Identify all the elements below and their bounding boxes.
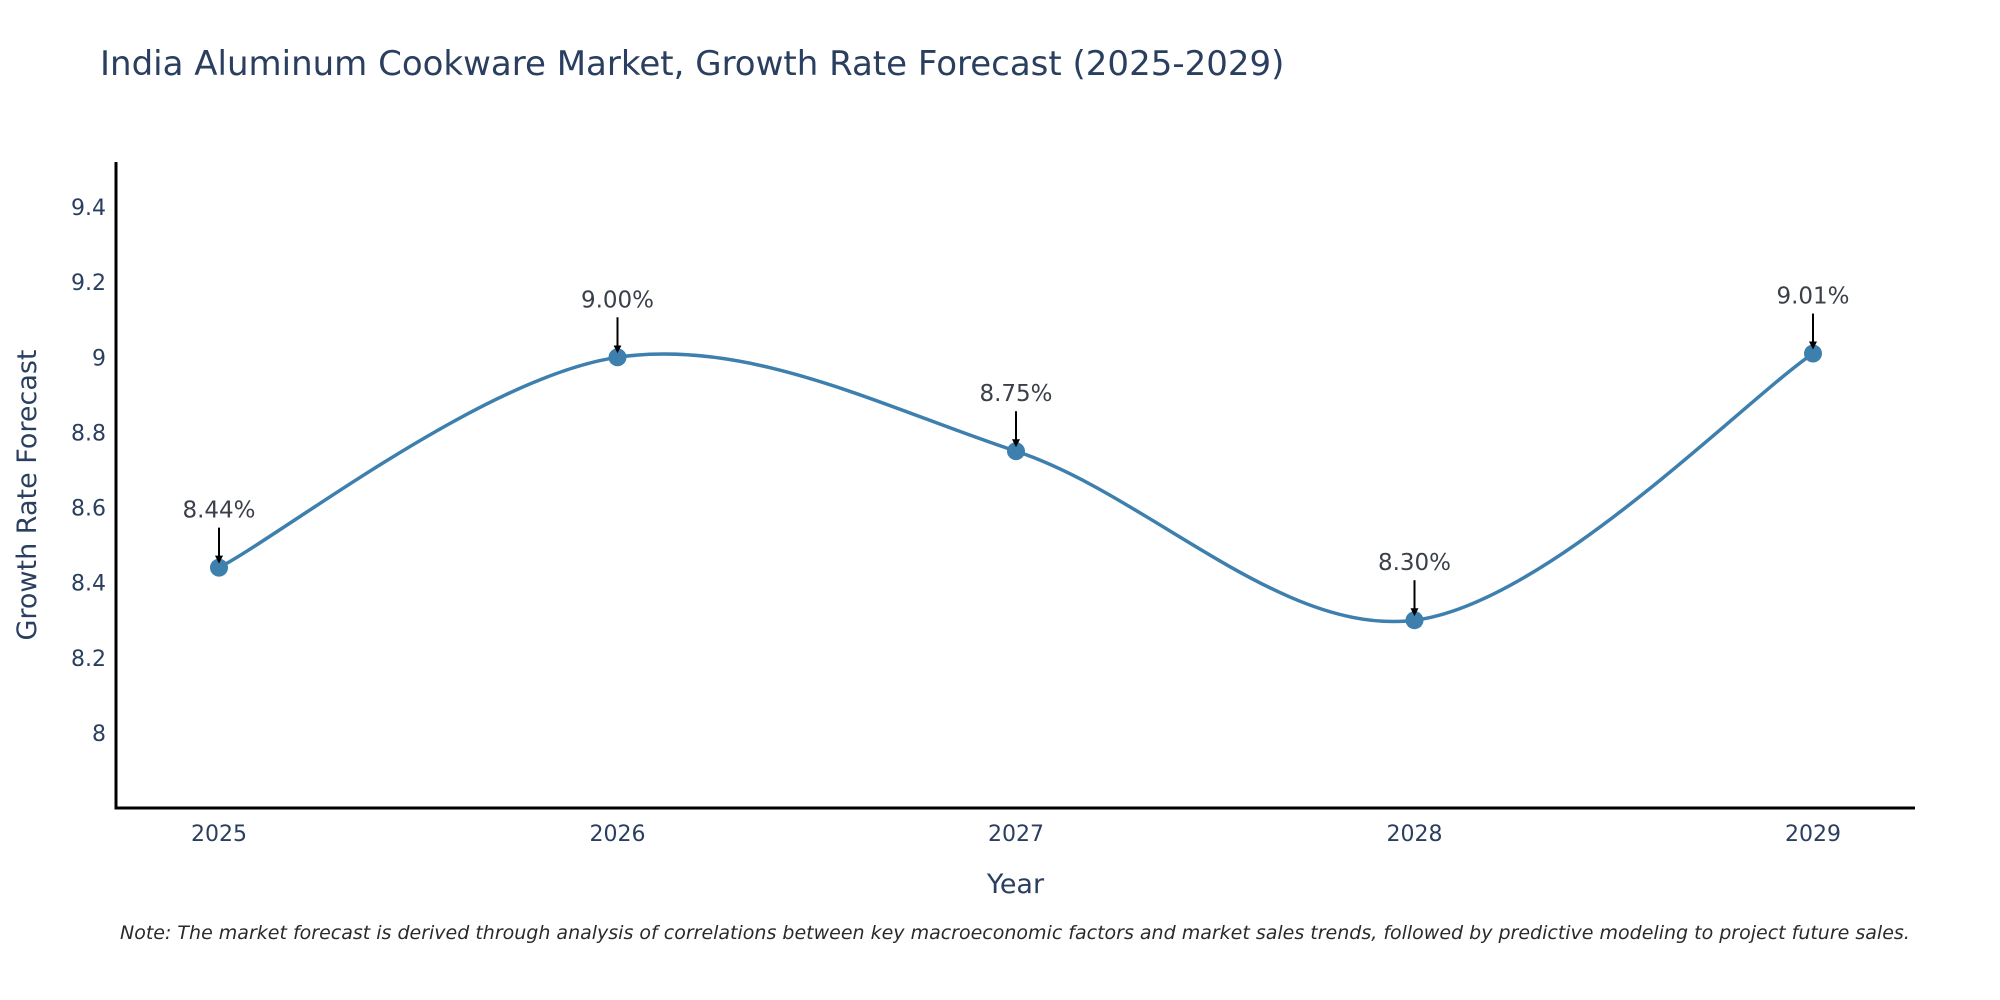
y-tick-label: 8.4 [71, 572, 106, 597]
x-tick-label: 2028 [1387, 822, 1443, 847]
data-label: 9.00% [581, 287, 654, 313]
data-label: 8.30% [1378, 550, 1451, 576]
data-point [210, 558, 228, 577]
y-tick-label: 8.8 [71, 421, 106, 446]
data-point [608, 348, 627, 367]
x-tick-label: 2027 [988, 822, 1044, 847]
x-tick-label: 2026 [590, 822, 646, 847]
y-tick-label: 8.2 [71, 647, 106, 672]
x-tick-label: 2025 [191, 822, 247, 847]
data-label: 9.01% [1776, 284, 1849, 310]
data-label: 8.75% [979, 381, 1052, 407]
y-tick-label: 9 [92, 346, 106, 371]
y-tick-label: 8.6 [71, 497, 106, 522]
data-label: 8.44% [182, 498, 255, 524]
data-point [1405, 611, 1424, 630]
chart-title: India Aluminum Cookware Market, Growth R… [100, 44, 1285, 84]
y-tick-label: 9.2 [71, 271, 106, 296]
y-axis-title: Growth Rate Forecast [12, 349, 43, 640]
y-tick-label: 8 [92, 722, 106, 747]
y-tick-label: 9.4 [71, 196, 106, 221]
x-axis-title: Year [986, 869, 1045, 900]
data-point [1007, 442, 1025, 461]
x-tick-label: 2029 [1785, 822, 1841, 847]
chart-note: Note: The market forecast is derived thr… [120, 922, 1910, 944]
data-point [1804, 344, 1822, 363]
